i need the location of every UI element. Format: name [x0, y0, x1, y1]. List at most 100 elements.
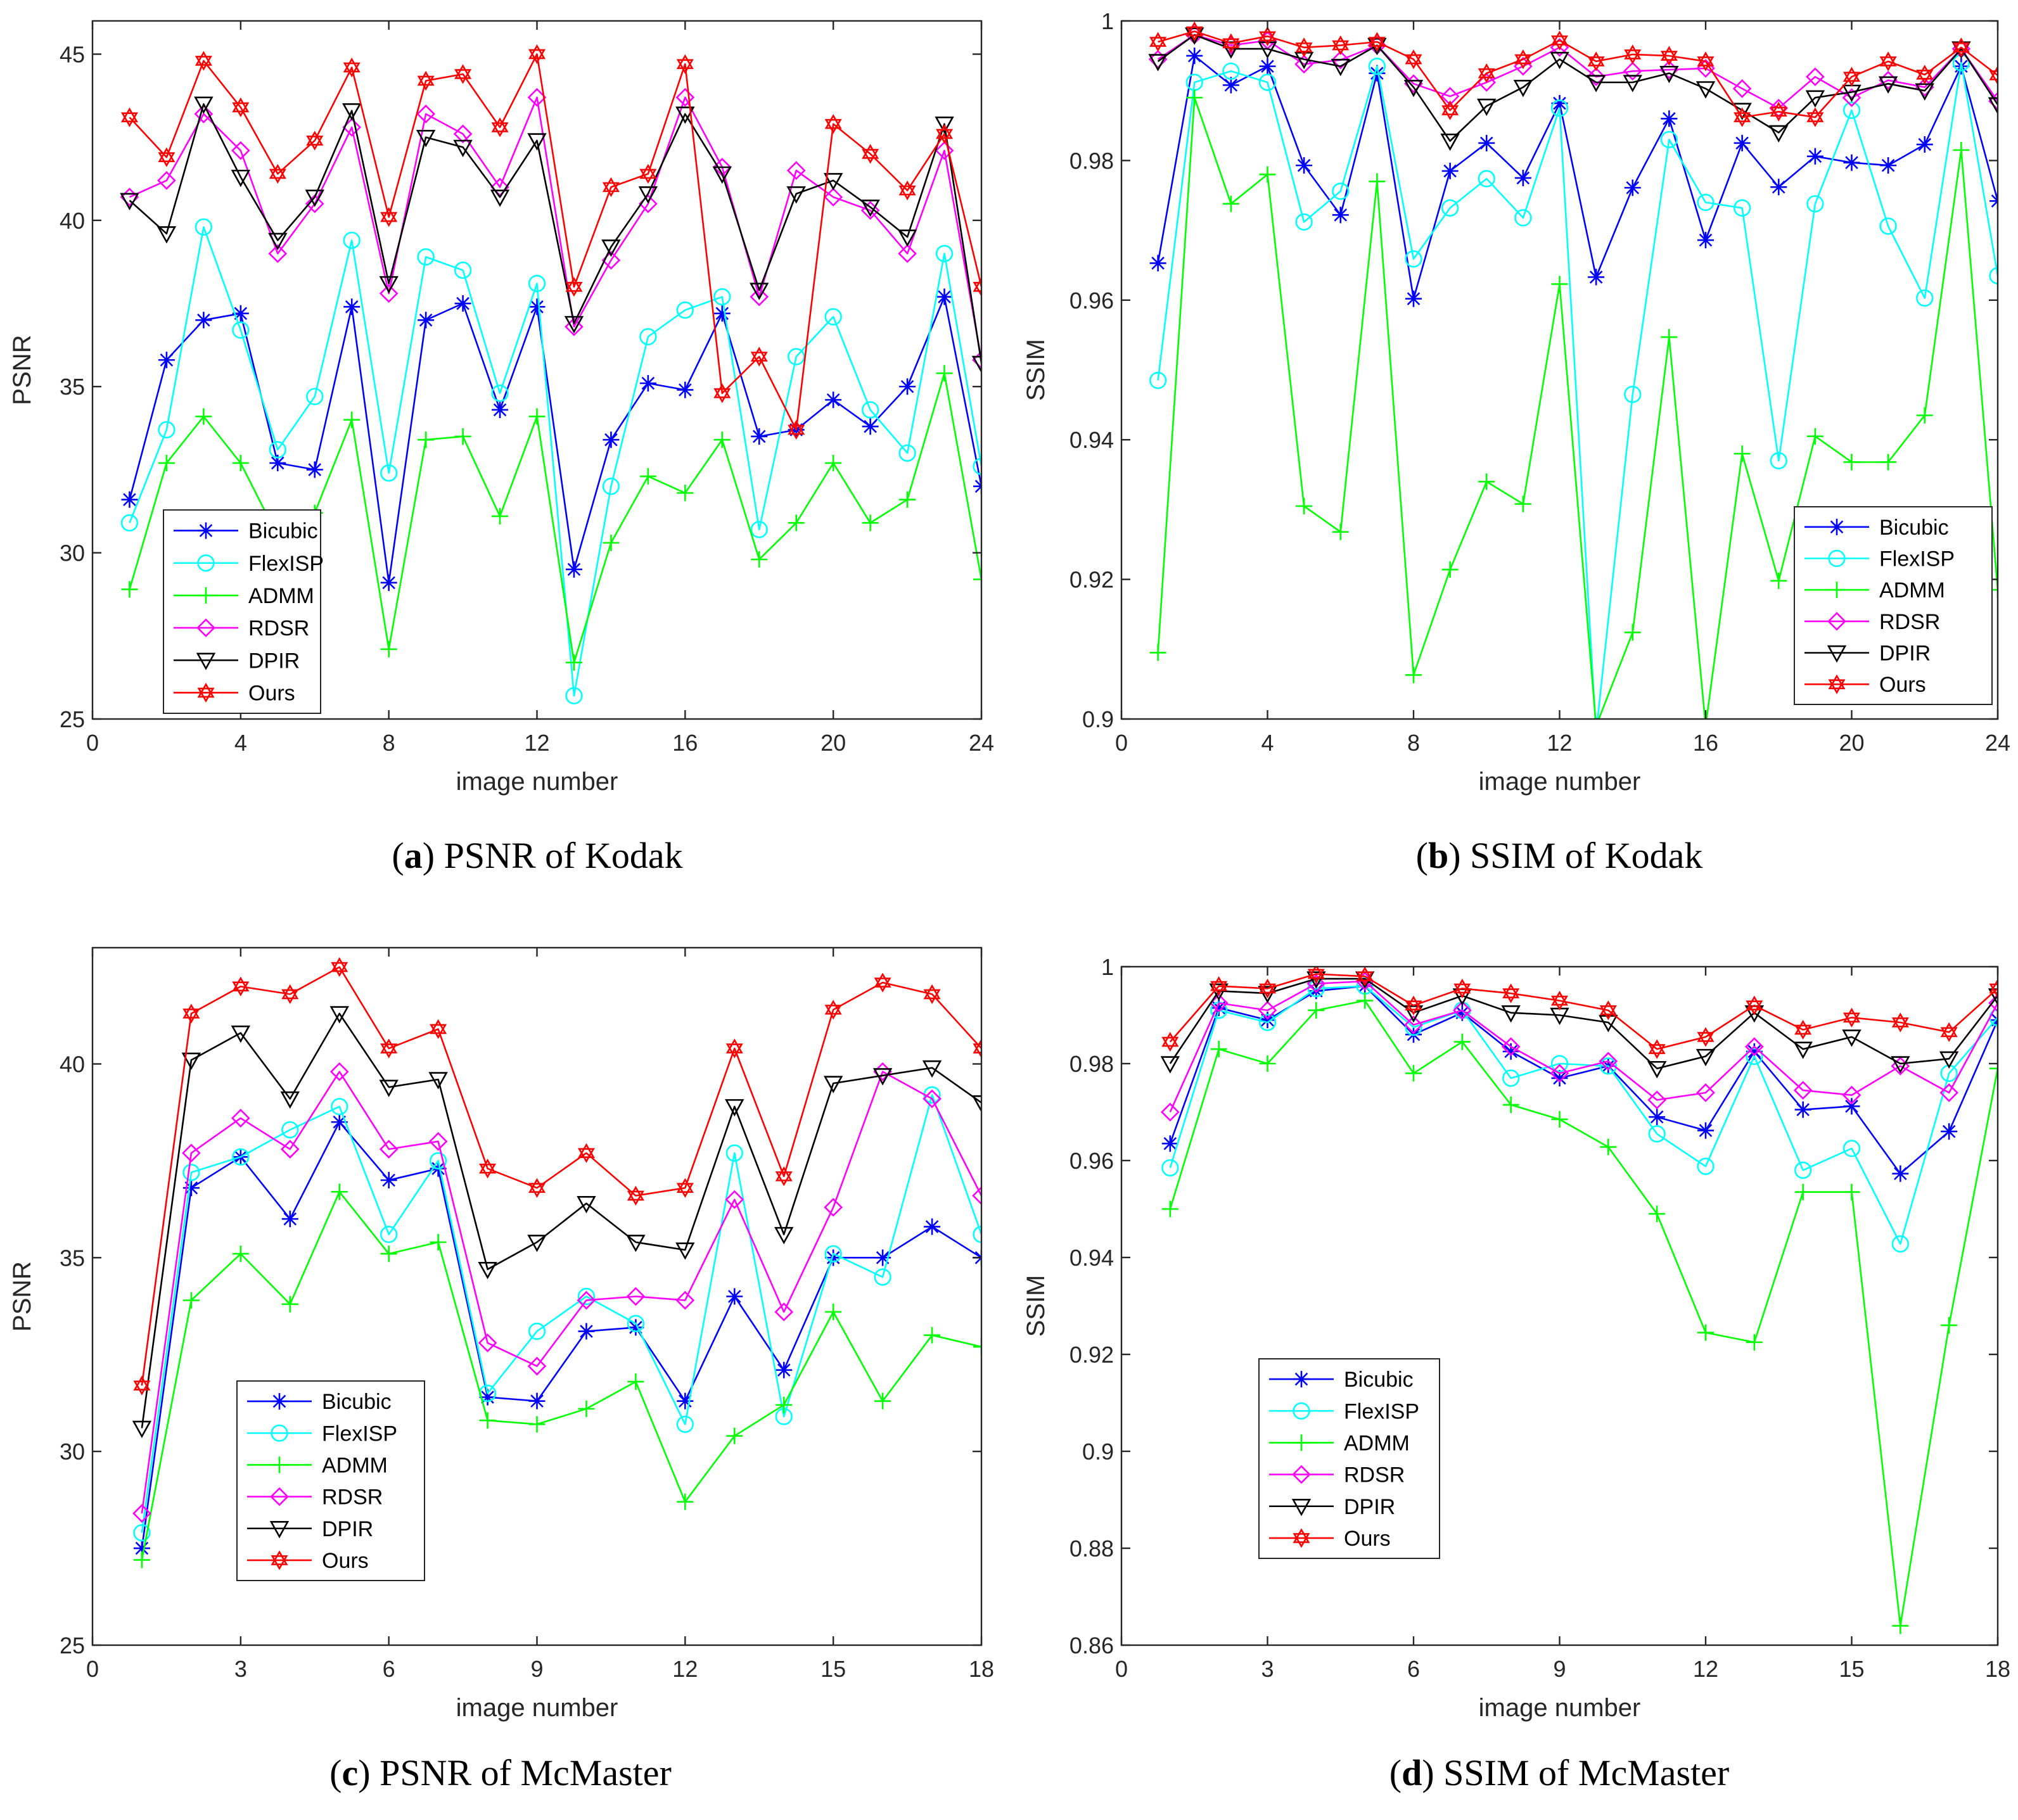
- data-point: [577, 1290, 596, 1310]
- data-point: [306, 388, 324, 405]
- data-point: [306, 461, 323, 478]
- legend-label: Bicubic: [248, 519, 318, 544]
- data-point: [1586, 75, 1606, 92]
- data-point: [825, 454, 842, 471]
- data-point: [121, 581, 138, 598]
- data-point: [418, 431, 435, 449]
- data-point: [788, 419, 805, 440]
- plot-series: [132, 957, 981, 1569]
- data-point: [1794, 1183, 1811, 1200]
- data-point: [133, 1540, 150, 1557]
- data-point: [158, 147, 176, 167]
- data-point: [675, 87, 695, 107]
- data-point: [626, 1235, 646, 1252]
- data-point: [231, 1109, 250, 1128]
- data-point: [379, 1140, 399, 1159]
- x-tick-label: 16: [672, 730, 698, 756]
- data-point: [1988, 993, 1998, 1013]
- data-point: [1793, 1081, 1813, 1100]
- data-point: [1160, 1056, 1180, 1074]
- caption-paren-close: ): [1422, 1752, 1443, 1793]
- legend-item: Bicubic: [247, 1390, 392, 1414]
- y-tick-label: 30: [60, 540, 85, 566]
- data-point: [269, 163, 286, 184]
- data-point: [923, 984, 941, 1005]
- series-line: [1169, 1000, 1998, 1627]
- data-point: [1357, 992, 1374, 1009]
- data-point: [1843, 154, 1860, 171]
- x-tick-label: 24: [969, 730, 994, 756]
- x-tick-label: 18: [1985, 1656, 2010, 1682]
- legend-label: ADMM: [1879, 578, 1945, 602]
- data-point: [1149, 32, 1167, 52]
- legend-label: FlexISP: [1344, 1399, 1419, 1423]
- data-point: [1744, 1037, 1764, 1057]
- legend-label: Ours: [248, 681, 295, 705]
- data-point: [281, 1295, 298, 1313]
- data-point: [1368, 32, 1386, 52]
- series-dpir: [120, 96, 981, 374]
- data-point: [417, 248, 435, 266]
- data-point: [491, 385, 509, 402]
- data-point: [528, 274, 546, 293]
- data-point: [1624, 624, 1641, 641]
- data-point: [602, 478, 620, 495]
- data-point: [1697, 51, 1715, 72]
- data-point: [1294, 54, 1313, 74]
- y-tick-label: 25: [60, 706, 85, 732]
- x-axis-label: image number: [456, 1694, 618, 1722]
- data-point: [478, 1333, 497, 1352]
- data-point: [454, 428, 471, 445]
- data-point: [726, 1288, 743, 1305]
- data-point: [1696, 81, 1716, 99]
- legend-marker: [271, 1393, 288, 1410]
- data-point: [1453, 1033, 1471, 1050]
- data-point: [872, 1068, 893, 1086]
- x-tick-label: 6: [383, 1656, 395, 1682]
- data-point: [602, 177, 620, 197]
- data-point: [1258, 1001, 1277, 1020]
- legend: Bicubic FlexISP ADMM RDSR DPIR Ours: [1794, 506, 1993, 705]
- data-point: [1307, 967, 1325, 984]
- data-point: [232, 976, 250, 996]
- data-point: [343, 231, 361, 249]
- data-point: [528, 1178, 546, 1198]
- series-bicubic: [1149, 48, 1998, 307]
- data-point: [677, 1493, 694, 1510]
- data-point: [453, 124, 473, 144]
- data-point: [158, 352, 175, 369]
- data-point: [379, 284, 399, 303]
- data-point: [1952, 37, 1970, 58]
- data-point: [1588, 725, 1604, 741]
- data-point: [1623, 75, 1642, 92]
- data-point: [1746, 1333, 1763, 1351]
- data-point: [639, 374, 656, 391]
- series-line: [1169, 985, 1998, 1245]
- data-point: [380, 640, 397, 658]
- data-point: [1843, 1098, 1860, 1115]
- data-point: [1296, 497, 1313, 514]
- y-tick-label: 35: [60, 1245, 85, 1271]
- plot-area: [1121, 967, 1998, 1645]
- data-point: [677, 381, 694, 398]
- data-point: [922, 1060, 942, 1078]
- data-point: [860, 200, 880, 217]
- legend: Bicubic FlexISP ADMM RDSR DPIR Ours: [1258, 1358, 1440, 1559]
- data-point: [973, 457, 981, 475]
- data-point: [775, 1166, 793, 1187]
- data-point: [329, 1006, 349, 1024]
- legend-marker: [1829, 582, 1845, 599]
- data-point: [479, 1389, 496, 1406]
- data-point: [1842, 1029, 1862, 1047]
- data-point: [281, 984, 299, 1004]
- data-point: [231, 141, 250, 160]
- data-point: [565, 317, 584, 336]
- data-point: [1551, 276, 1568, 293]
- legend-label: Bicubic: [322, 1390, 392, 1414]
- data-point: [565, 277, 583, 297]
- legend-box: [163, 509, 321, 714]
- legend-marker: [1291, 1499, 1312, 1517]
- data-point: [380, 464, 398, 482]
- data-point: [1989, 1060, 1998, 1077]
- caption-letter: b: [1428, 835, 1448, 876]
